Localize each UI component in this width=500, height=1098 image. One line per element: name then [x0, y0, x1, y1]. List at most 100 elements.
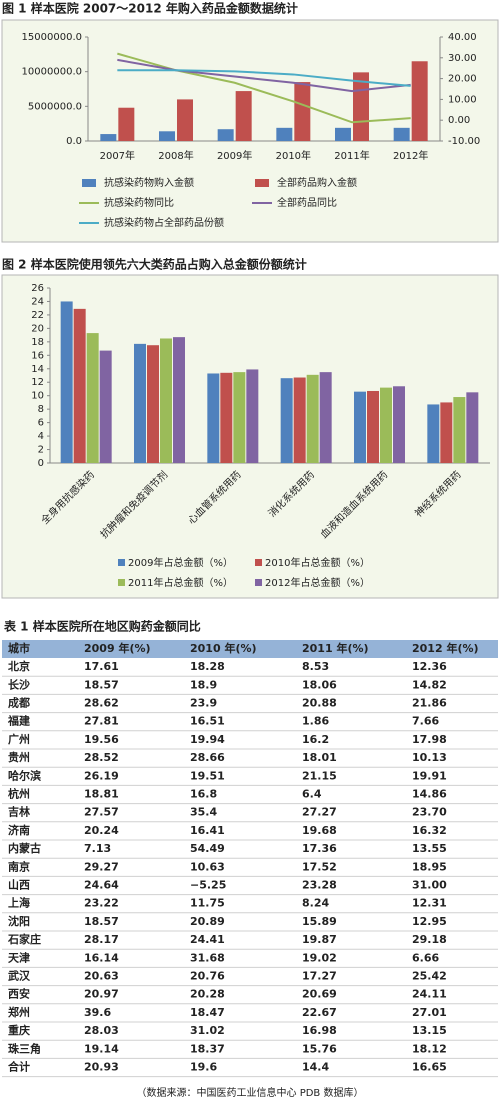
table-cell: 长沙 [8, 677, 30, 691]
table-cell: 8.24 [302, 897, 329, 910]
table-cell: 西安 [8, 987, 30, 1001]
table-cell: 17.27 [302, 970, 337, 983]
table-cell: 济南 [8, 823, 30, 837]
bar [306, 374, 319, 463]
table-cell: 28.03 [84, 1024, 119, 1037]
table-cell: 26.19 [84, 769, 119, 782]
bar [86, 333, 99, 463]
table-cell: 19.6 [190, 1061, 217, 1074]
table-cell: 武汉 [8, 969, 31, 983]
table-cell: 21.15 [302, 769, 337, 782]
table-cell: 20.69 [302, 988, 337, 1001]
table-cell: 珠三角 [8, 1041, 41, 1055]
table-cell: 19.91 [412, 769, 447, 782]
table-cell: 19.68 [302, 824, 337, 837]
y-tick-label: 14 [31, 364, 44, 375]
table-cell: 20.28 [190, 988, 225, 1001]
table-cell: 广州 [8, 732, 30, 746]
y-tick-label: 6 [38, 418, 44, 429]
table-cell: 10.63 [190, 860, 225, 873]
table-cell: 16.32 [412, 824, 447, 837]
table-cell: 15.76 [302, 1042, 337, 1055]
table-cell: 28.52 [84, 751, 119, 764]
bar [453, 397, 466, 463]
table-cell: 郑州 [8, 1005, 30, 1019]
table-cell: 19.02 [302, 951, 337, 964]
line [117, 58, 411, 93]
table-cell: 18.01 [302, 751, 337, 764]
table-cell: 贵州 [8, 750, 30, 764]
y-tick-label: 18 [31, 337, 44, 348]
table-cell: 16.14 [84, 951, 119, 964]
line [117, 69, 411, 87]
table-cell: 上海 [8, 896, 30, 910]
y2-tick-label: 10.00 [448, 94, 477, 105]
table-cell: 28.62 [84, 697, 119, 710]
table-cell: 19.51 [190, 769, 225, 782]
y-tick-label: 0 [38, 458, 44, 469]
legend-label: 2009年占总金额（%） [128, 556, 233, 569]
table-header: 2012 年(%) [412, 641, 479, 655]
y-tick-label: 0.0 [66, 136, 82, 147]
bar [134, 343, 146, 463]
table-cell: 山西 [8, 878, 30, 892]
y2-tick-label: 40.00 [448, 32, 477, 43]
y2-tick-label: 20.00 [448, 74, 477, 85]
table-cell: 天津 [8, 950, 30, 964]
table-header: 城市 [8, 641, 30, 655]
table-cell: 22.67 [302, 1006, 337, 1019]
bar [354, 391, 366, 463]
table-cell: 15.89 [302, 915, 337, 928]
legend-label: 全部药品购入金额 [277, 176, 357, 189]
legend-label: 2012年占总金额（%） [265, 576, 370, 589]
y2-tick-label: 0.00 [448, 115, 470, 126]
y-tick-label: 2 [38, 445, 44, 456]
legend-swatch [82, 179, 96, 187]
table-cell: 21.86 [412, 697, 447, 710]
table-cell: 12.31 [412, 897, 447, 910]
table-cell: 28.66 [190, 751, 225, 764]
bar [235, 91, 252, 141]
table-cell: 23.9 [190, 697, 217, 710]
table-cell: 17.61 [84, 660, 119, 673]
bar [246, 369, 259, 463]
bar [207, 373, 220, 463]
table-cell: 27.57 [84, 806, 119, 819]
table-cell: 18.28 [190, 660, 225, 673]
legend-swatch [118, 579, 125, 586]
table-cell: 23.70 [412, 806, 447, 819]
table-cell: 13.55 [412, 842, 447, 855]
y2-tick-label: 30.00 [448, 53, 477, 64]
table-cell: 福建 [7, 714, 31, 728]
y-tick-label: 24 [31, 296, 44, 307]
table-cell: 31.00 [412, 879, 447, 892]
table-cell: 14.4 [302, 1061, 329, 1074]
table-cell: 12.36 [412, 660, 447, 673]
legend-label: 抗感染药物占全部药品份额 [104, 216, 224, 229]
table-cell: 31.68 [190, 951, 225, 964]
legend-swatch [255, 579, 262, 586]
bar [99, 350, 112, 463]
legend-swatch [118, 559, 125, 566]
legend-label: 2011年占总金额（%） [128, 576, 233, 589]
legend-label: 全部药品同比 [277, 196, 337, 209]
table-cell: 20.76 [190, 970, 225, 983]
bar [220, 372, 233, 463]
y-tick-label: 22 [31, 310, 44, 321]
x-tick-label: 2010年 [276, 149, 311, 162]
table-cell: 18.37 [190, 1042, 225, 1055]
table-cell: 20.97 [84, 988, 119, 1001]
table-title: 表 1 样本医院所在地区购药金额同比 [3, 619, 201, 634]
bar [411, 61, 428, 142]
table-cell: 24.64 [84, 879, 119, 892]
table-cell: 20.63 [84, 970, 119, 983]
table-cell: 19.87 [302, 933, 337, 946]
table-cell: 17.98 [412, 733, 447, 746]
table-cell: 24.41 [190, 933, 225, 946]
table-cell: 23.22 [84, 897, 119, 910]
table-cell: 16.98 [302, 1024, 337, 1037]
table-cell: 27.81 [84, 715, 119, 728]
table-cell: 北京 [8, 659, 30, 673]
bar [393, 386, 405, 463]
